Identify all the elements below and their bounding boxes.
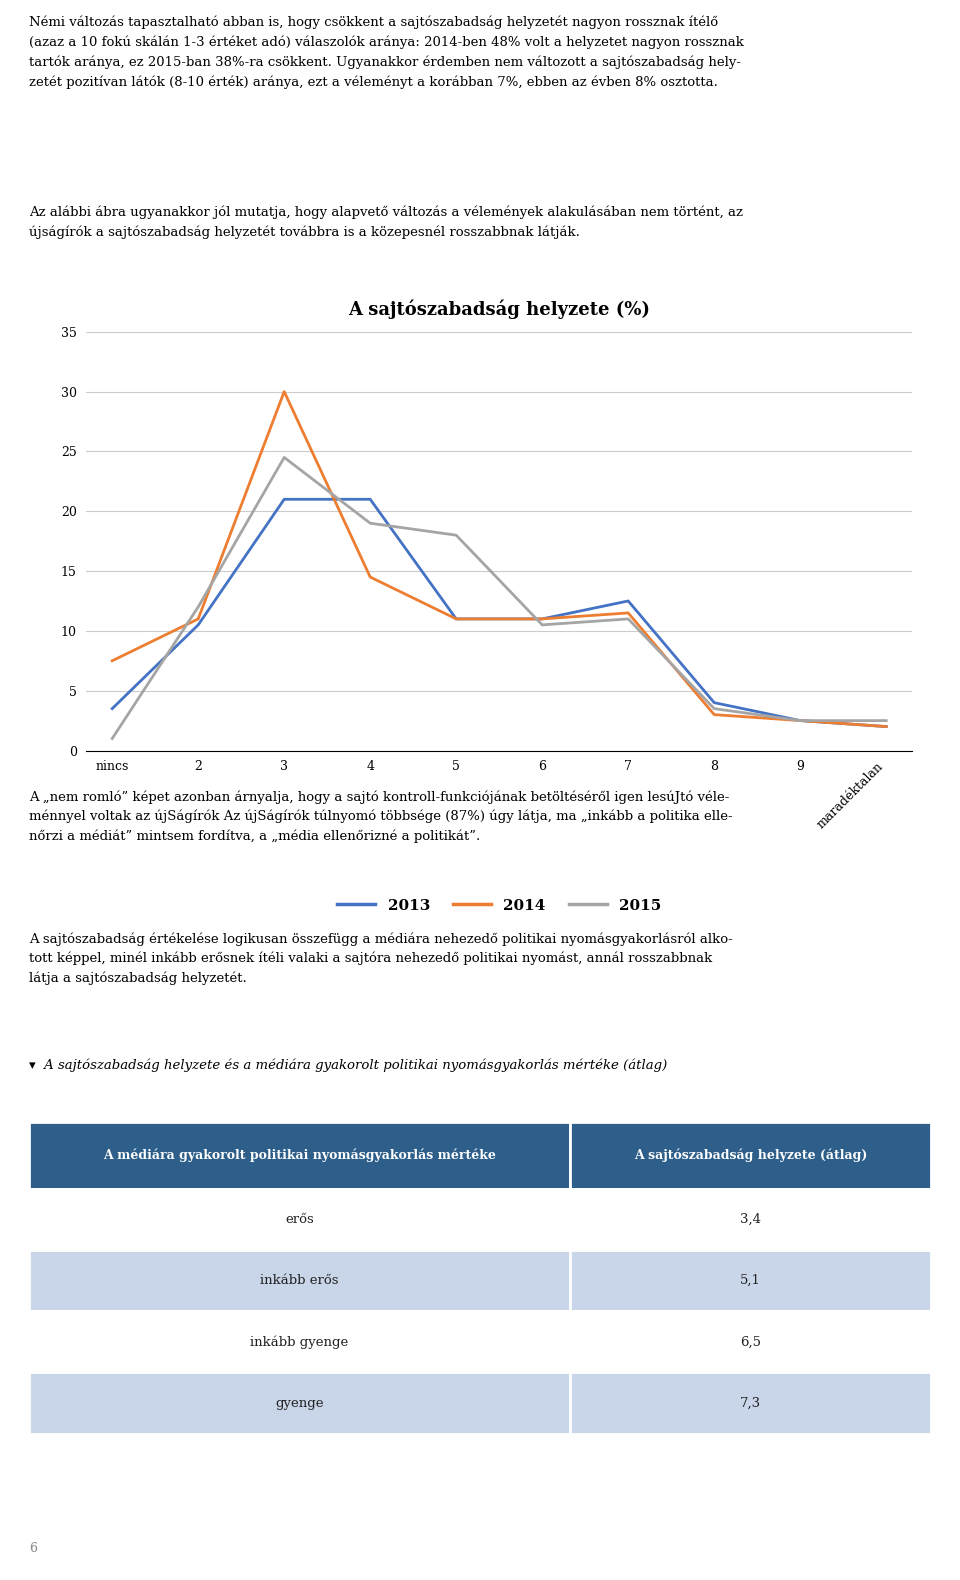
Bar [29, 1373, 570, 1433]
Text: A médiára gyakorolt politikai nyomásgyakorlás mértéke: A médiára gyakorolt politikai nyomásgyak… [103, 1149, 496, 1161]
Text: A sajtószabadság értékelése logikusan összefügg a médiára nehezedő politikai nyo: A sajtószabadság értékelése logikusan ös… [29, 932, 732, 986]
Legend: 2013, 2014, 2015: 2013, 2014, 2015 [331, 893, 667, 918]
Text: Az alábbi ábra ugyanakkor jól mutatja, hogy alapvető változás a vélemények alaku: Az alábbi ábra ugyanakkor jól mutatja, h… [29, 205, 743, 239]
Bar [570, 1373, 931, 1433]
Text: ▾  A sajtószabadság helyzete és a médiára gyakorolt politikai nyomásgyakorlás mé: ▾ A sajtószabadság helyzete és a médiára… [29, 1059, 667, 1073]
Text: A sajtószabadság helyzete (átlag): A sajtószabadság helyzete (átlag) [634, 1149, 868, 1161]
Text: 6: 6 [30, 1542, 37, 1555]
Text: inkább gyenge: inkább gyenge [251, 1335, 348, 1349]
Bar [29, 1122, 570, 1188]
Text: erős: erős [285, 1213, 314, 1226]
Text: 3,4: 3,4 [740, 1213, 761, 1226]
Bar [29, 1188, 570, 1250]
Text: 5,1: 5,1 [740, 1273, 761, 1288]
Text: Némi változás tapasztalható abban is, hogy csökkent a sajtószabadság helyzetét n: Némi változás tapasztalható abban is, ho… [29, 16, 744, 88]
Bar [29, 1250, 570, 1311]
Text: 7,3: 7,3 [740, 1397, 761, 1409]
Bar [570, 1311, 931, 1373]
Bar [570, 1122, 931, 1188]
Bar [29, 1311, 570, 1373]
Bar [570, 1188, 931, 1250]
Text: A „nem romló” képet azonban árnyalja, hogy a sajtó kontroll-funkciójának betölté: A „nem romló” képet azonban árnyalja, ho… [29, 790, 732, 844]
Title: A sajtószabadság helyzete (%): A sajtószabadság helyzete (%) [348, 300, 650, 319]
Text: gyenge: gyenge [276, 1397, 324, 1409]
Text: 6,5: 6,5 [740, 1335, 761, 1348]
Bar [570, 1250, 931, 1311]
Text: inkább erős: inkább erős [260, 1273, 339, 1288]
